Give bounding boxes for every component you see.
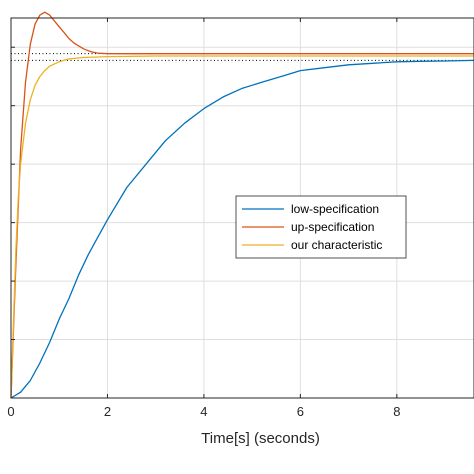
x-axis-label: Time[s] (seconds) — [201, 430, 320, 447]
x-tick-label: 0 — [7, 404, 14, 419]
legend-label-3: our characteristic — [291, 238, 382, 252]
legend-label-1: low-specification — [291, 202, 379, 216]
legend: low-specification up-specification our cha… — [235, 195, 407, 259]
series-group — [10, 11, 474, 399]
y-axis-ticks — [11, 46, 15, 341]
x-tick-label: 6 — [297, 404, 304, 419]
series-line-3 — [10, 55, 474, 399]
series-line-2 — [10, 11, 474, 399]
x-tick-label: 2 — [104, 404, 111, 419]
axes-frame — [10, 17, 474, 399]
x-tick-label: 8 — [393, 404, 400, 419]
legend-label-2: up-specification — [291, 220, 374, 234]
x-axis-ticks: 0 2 4 6 8 — [7, 18, 400, 419]
series-line-1 — [10, 59, 474, 399]
x-tick-label: 4 — [200, 404, 207, 419]
